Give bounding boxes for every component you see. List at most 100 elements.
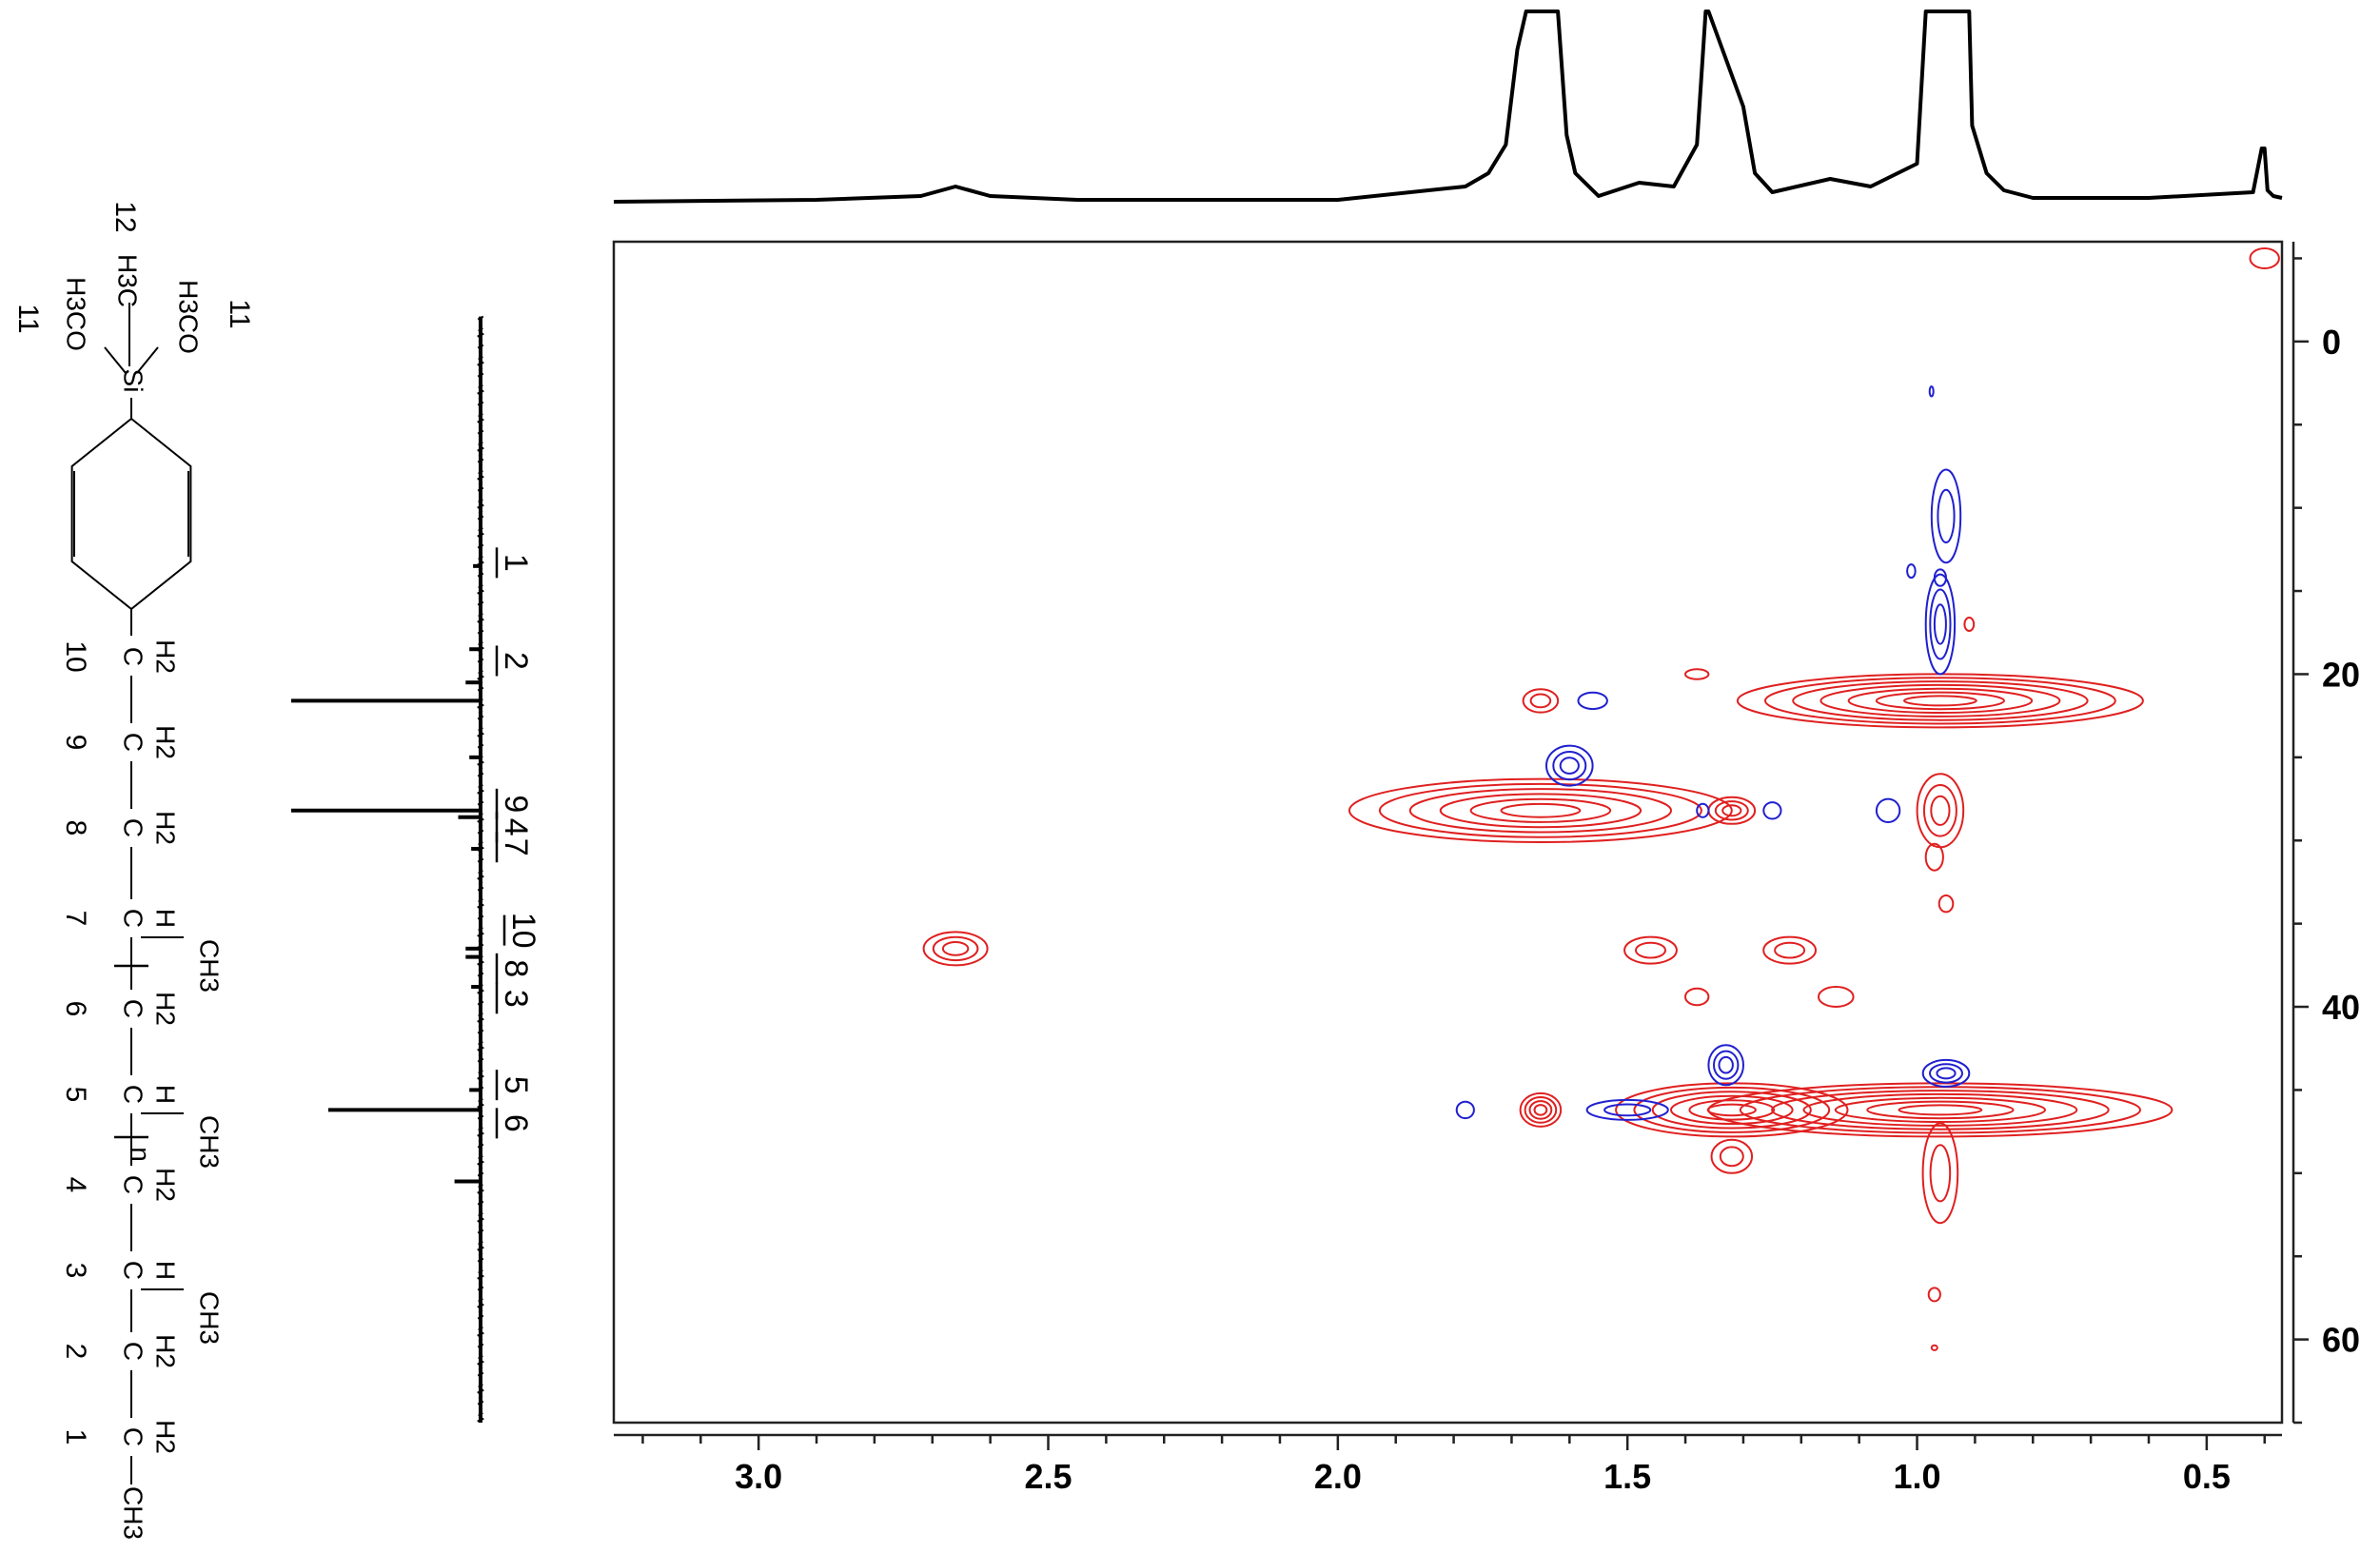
contour-peak xyxy=(1522,688,1560,714)
peak-label: 9 xyxy=(498,795,534,813)
contour-level xyxy=(1710,1138,1754,1174)
contour-peak xyxy=(1762,801,1782,820)
chain-hydrogen: H xyxy=(151,1261,181,1280)
chain-hydrogen: H2 xyxy=(151,725,181,759)
contour-level xyxy=(1408,788,1673,834)
contour-level xyxy=(1928,385,1935,398)
carbon-number: 2 xyxy=(60,1344,91,1360)
contour-level xyxy=(1706,1103,1757,1117)
contour-level xyxy=(1670,1094,1794,1126)
carbon-number: 6 xyxy=(60,1001,91,1017)
contour-peak xyxy=(1928,385,1935,398)
contour-level xyxy=(1688,1099,1776,1121)
contour-level xyxy=(1455,1100,1475,1120)
bond xyxy=(136,346,159,374)
carbon-number: 9 xyxy=(60,735,91,751)
chain-carbon: C xyxy=(119,818,148,837)
contour-peak xyxy=(1545,744,1594,787)
chain-carbon: C xyxy=(119,1175,148,1194)
contour-level xyxy=(1545,744,1594,787)
contour-level xyxy=(1651,1091,1812,1130)
contour-peak xyxy=(1875,797,1901,823)
contour-level xyxy=(2249,247,2280,269)
carbon-number: 5 xyxy=(60,1087,91,1103)
contour-peak xyxy=(922,931,989,967)
contour-level xyxy=(1834,1096,2047,1124)
contour-peak xyxy=(1736,673,2144,729)
contour-peak xyxy=(1684,987,1710,1007)
x-tick-label: 0.5 xyxy=(2183,1457,2231,1496)
chain-hydrogen: H xyxy=(151,909,181,928)
contour-level xyxy=(1819,683,2061,718)
contour-level xyxy=(1818,986,1855,1008)
contour-level xyxy=(1559,757,1580,775)
chain-carbon: C xyxy=(119,1427,148,1446)
chain-carbon: C xyxy=(119,909,148,928)
carbon-number: 1 xyxy=(60,1429,91,1445)
contour-level xyxy=(1519,1091,1563,1128)
contour-peak xyxy=(1762,935,1817,965)
peak-label: 1 xyxy=(498,554,534,572)
silicon-atom: Si xyxy=(119,369,148,393)
peak-label: 2 xyxy=(498,652,534,670)
x-tick-label: 1.0 xyxy=(1894,1457,1941,1496)
contour-level xyxy=(1937,488,1956,544)
chain-hydrogen: H xyxy=(151,1085,181,1104)
y-axis-ticks: 0 20 40 60 xyxy=(2293,257,2360,1425)
carbon-number: 10 xyxy=(60,640,91,672)
contour-level xyxy=(1875,691,2006,711)
x-axis-ticks: 3.0 2.5 2.0 1.5 1.0 0.5 xyxy=(641,1435,2266,1496)
contour-level xyxy=(1522,688,1560,714)
contour-level xyxy=(1929,588,1952,660)
contour-level xyxy=(1929,1144,1952,1203)
contour-level xyxy=(1528,1100,1553,1120)
contour-level xyxy=(1924,842,1944,872)
chain-hydrogen: H2 xyxy=(151,1420,181,1454)
peak-label: 5 xyxy=(498,1076,534,1094)
contour-peak xyxy=(1348,777,1733,843)
contour-level xyxy=(1577,691,1608,711)
contour-peak xyxy=(1585,1098,1669,1121)
plot-frame xyxy=(612,240,2284,1425)
chain-hydrogen: H2 xyxy=(151,1334,181,1368)
chain-carbon: C xyxy=(119,1342,148,1361)
chain-hydrogen: H2 xyxy=(151,639,181,674)
contour-peak xyxy=(1623,935,1678,965)
contour-level xyxy=(1933,603,1947,645)
contour-level xyxy=(1439,793,1642,829)
peak-label: 7 xyxy=(498,838,534,856)
contour-level xyxy=(1764,677,2116,725)
contour-level xyxy=(1906,563,1917,580)
contour-level xyxy=(1930,795,1951,826)
contour-level xyxy=(932,935,979,962)
carbon-number: 12 xyxy=(109,201,141,232)
y-tick-label: 60 xyxy=(2322,1321,2360,1360)
chain-hydrogen: H2 xyxy=(151,811,181,845)
contour-level xyxy=(1927,1287,1941,1303)
contour-level xyxy=(1623,935,1678,965)
carbon-number: 7 xyxy=(60,911,91,927)
contour-peak xyxy=(1930,1344,1938,1351)
contour-level xyxy=(1718,1055,1734,1074)
y-tick-label: 20 xyxy=(2322,655,2360,694)
contour-peak xyxy=(1921,1122,1959,1225)
ring-double-bonds xyxy=(73,471,189,557)
contour-level xyxy=(1719,1146,1744,1168)
contour-peak xyxy=(1924,573,1957,676)
contour-peak xyxy=(2249,247,2280,269)
contour-peak xyxy=(1707,1044,1744,1087)
peak-label: 10 xyxy=(505,913,541,949)
chain-carbon: C xyxy=(119,647,148,666)
carbon-number: 8 xyxy=(60,820,91,836)
terminal-methyl: CH3 xyxy=(119,1486,148,1540)
methyl-branch: CH3 xyxy=(195,939,225,993)
methyl-branch: CH3 xyxy=(195,1115,225,1169)
methyl-branch: CH3 xyxy=(195,1291,225,1345)
chain-carbon: C xyxy=(119,999,148,1018)
chain-carbon: C xyxy=(119,1261,148,1280)
contour-level xyxy=(1529,693,1552,709)
contour-peak xyxy=(1455,1100,1475,1120)
contour-peak xyxy=(1696,802,1710,818)
contour-peaks xyxy=(922,247,2280,1351)
contour-peak xyxy=(1927,1287,1941,1303)
